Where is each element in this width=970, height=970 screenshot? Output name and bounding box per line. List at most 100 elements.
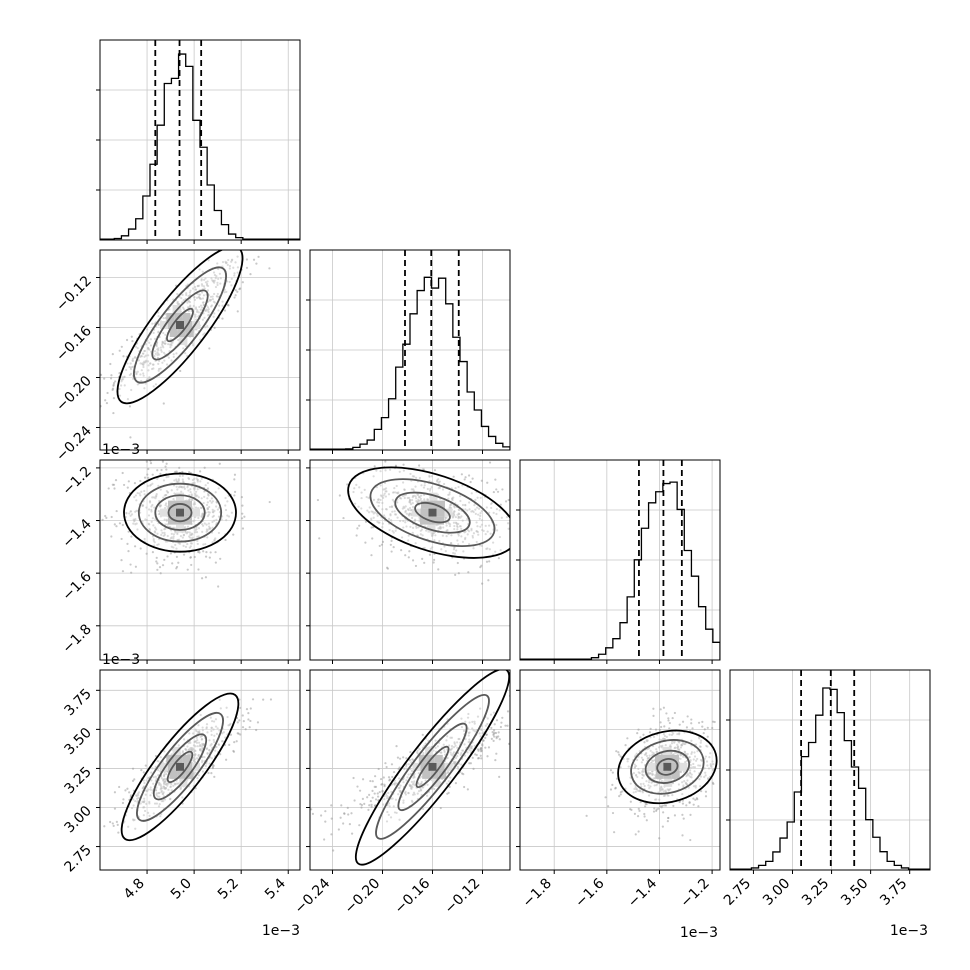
scatter-point: [213, 281, 216, 284]
scatter-point: [374, 775, 377, 778]
scatter-point: [234, 294, 237, 297]
scatter-point: [352, 776, 355, 780]
scatter-point: [181, 478, 184, 481]
scatter-point: [194, 531, 197, 534]
scatter-point: [160, 529, 163, 532]
scatter-point: [311, 812, 315, 815]
scatter-point: [484, 736, 487, 739]
scatter-point: [133, 482, 137, 485]
scatter-point: [445, 739, 448, 742]
scatter-point: [164, 502, 168, 505]
scatter-point: [410, 508, 413, 512]
scatter-point: [142, 779, 145, 782]
scatter-point: [476, 506, 479, 509]
scatter-point: [711, 720, 715, 723]
scatter-point: [517, 730, 519, 732]
scatter-point: [681, 743, 684, 746]
scatter-point: [146, 473, 149, 476]
scatter-point: [451, 754, 454, 757]
scatter-point: [659, 788, 662, 791]
scatter-point: [467, 474, 471, 477]
scatter-point: [390, 550, 393, 553]
scatter-point: [197, 311, 200, 314]
scatter-point: [444, 753, 447, 756]
contour-line: [375, 694, 490, 840]
scatter-point: [388, 805, 391, 808]
scatter-point: [624, 787, 627, 790]
scatter-point: [470, 492, 473, 495]
scatter-point: [110, 535, 113, 538]
scatter-point: [467, 734, 470, 737]
scatter-point: [122, 483, 126, 487]
density-cell: [670, 754, 679, 763]
scatter-point: [411, 496, 414, 499]
scatter-point: [245, 258, 249, 261]
scatter-point: [653, 807, 656, 810]
x-tick-label: −1.4: [625, 875, 660, 910]
scatter-point: [692, 758, 695, 761]
scatter-point: [423, 493, 426, 496]
scatter-point: [498, 509, 501, 512]
scatter-point: [86, 829, 88, 831]
scatter-point: [515, 696, 517, 698]
scatter-point: [493, 723, 496, 726]
scatter-point: [128, 365, 131, 369]
scatter-point: [225, 519, 228, 522]
scatter-point: [138, 492, 141, 495]
scatter-point: [634, 833, 637, 836]
scatter-point: [480, 510, 483, 513]
scatter-point: [256, 721, 260, 724]
y-tick-label: 3.25: [61, 764, 94, 797]
scatter-point: [148, 501, 152, 504]
scatter-point: [613, 831, 616, 834]
scatter-point: [145, 460, 148, 463]
scatter-point: [194, 740, 197, 743]
scatter-point: [181, 796, 184, 799]
scatter-point: [176, 292, 179, 296]
scatter-point: [681, 781, 684, 784]
scatter-point: [665, 735, 668, 738]
scatter-point: [194, 495, 198, 498]
scatter-point: [689, 813, 692, 816]
scatter-point: [640, 761, 643, 764]
scatter-panel-p0-p3: 4.8 5.0 5.2 5.42.753.003.253.503.75: [61, 669, 301, 903]
scatter-point: [497, 731, 500, 734]
scatter-point: [143, 797, 146, 800]
scatter-point: [639, 800, 642, 804]
scatter-point: [131, 357, 135, 360]
scatter-point: [406, 508, 410, 511]
scatter-point: [147, 354, 150, 357]
x-tick-label: −0.12: [442, 876, 484, 918]
scatter-point: [120, 537, 123, 541]
scatter-point: [194, 315, 197, 318]
scatter-point: [219, 753, 222, 756]
scatter-point: [206, 325, 209, 328]
scatter-point: [621, 790, 624, 793]
scatter-point: [215, 274, 218, 278]
scatter-point: [641, 776, 644, 780]
scatter-plot-area: [100, 250, 300, 450]
scatter-point: [201, 524, 205, 527]
scatter-point: [657, 746, 661, 749]
scatter-point: [664, 804, 668, 807]
scatter-point: [667, 789, 670, 792]
scatter-point: [634, 790, 637, 793]
scatter-point: [156, 568, 159, 571]
scatter-point: [663, 734, 667, 738]
scatter-point: [389, 816, 393, 819]
scatter-point: [202, 285, 206, 288]
scatter-point: [429, 487, 432, 491]
scatter-point: [200, 283, 204, 286]
scatter-point: [369, 779, 372, 783]
scatter-point: [167, 475, 170, 478]
scatter-point: [194, 728, 197, 731]
scatter-point: [268, 267, 271, 270]
scatter-point: [118, 372, 121, 375]
scatter-point: [358, 824, 361, 827]
scatter-point: [192, 744, 196, 747]
scatter-plot-area: [310, 460, 510, 660]
scatter-point: [647, 794, 651, 797]
scatter-point: [356, 785, 359, 788]
scatter-point: [141, 504, 145, 507]
scatter-point: [391, 498, 394, 501]
